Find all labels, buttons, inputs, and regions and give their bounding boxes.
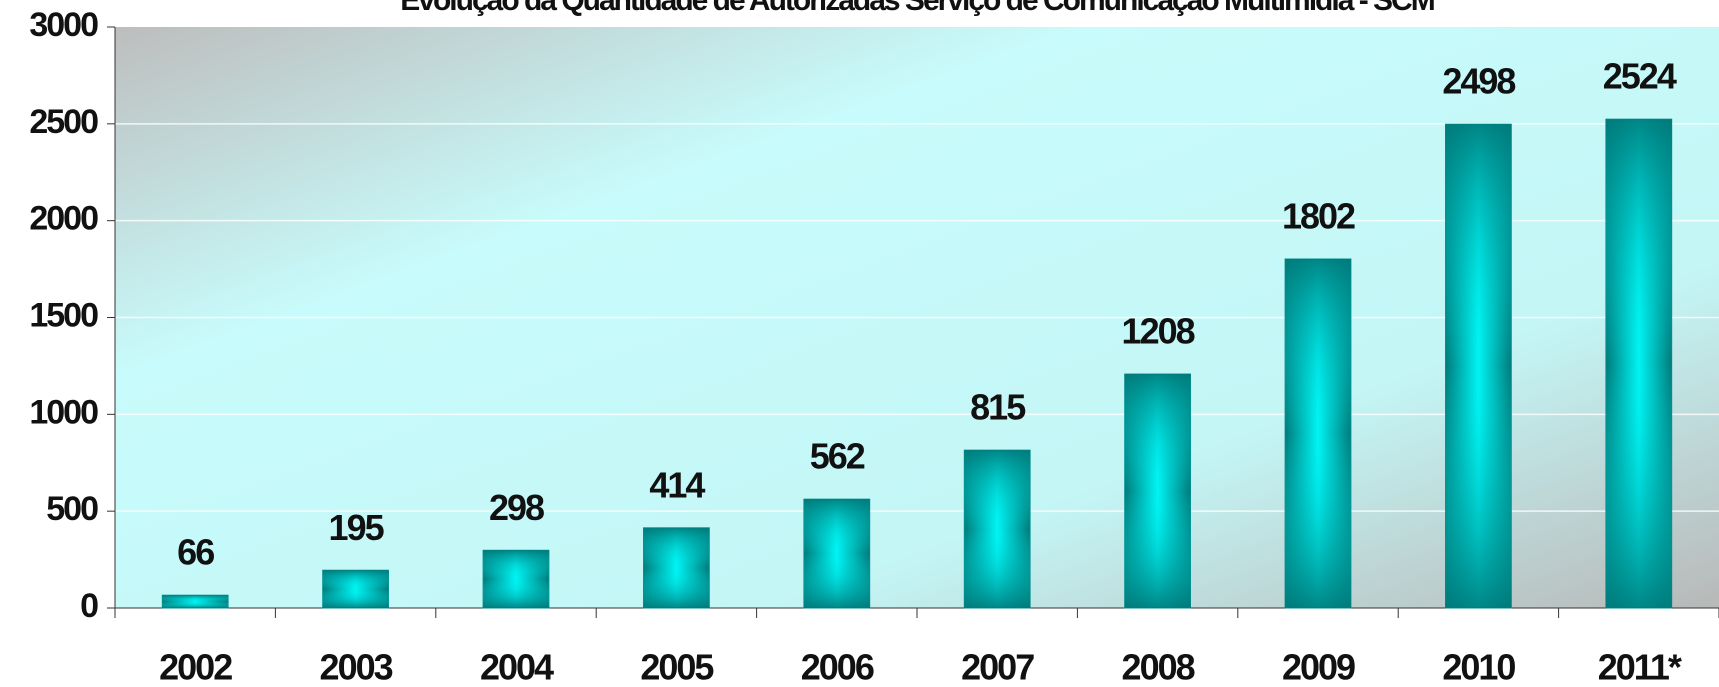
data-label: 1802 — [1282, 196, 1355, 237]
y-tick-label: 500 — [46, 490, 98, 528]
x-tick-label: 2010 — [1442, 647, 1515, 687]
y-tick-label: 2000 — [29, 200, 98, 238]
data-label: 1208 — [1122, 311, 1195, 352]
bar-shade — [1124, 374, 1191, 608]
x-tick-label: 2007 — [961, 647, 1034, 687]
bar-shade — [1605, 119, 1672, 608]
data-label: 195 — [329, 507, 385, 548]
bar-shade — [1445, 124, 1512, 608]
x-tick-label: 2006 — [801, 647, 874, 687]
x-tick-label: 2002 — [159, 647, 232, 687]
bar-shade — [162, 595, 229, 608]
data-label: 298 — [489, 487, 544, 528]
data-label: 66 — [177, 532, 214, 573]
x-tick-label: 2011* — [1598, 647, 1682, 687]
data-label: 414 — [649, 464, 705, 505]
y-tick-label: 3000 — [29, 6, 98, 44]
y-tick-label: 2500 — [29, 103, 98, 141]
data-label: 2498 — [1442, 61, 1515, 102]
bar-shade — [803, 499, 870, 608]
bar-shade — [1285, 259, 1351, 608]
chart-title: Evolução da Quantidade de Autorizadas Se… — [400, 0, 1433, 17]
x-tick-label: 2003 — [320, 647, 393, 687]
bar-shade — [483, 550, 549, 608]
bar-shade — [643, 527, 710, 608]
data-label: 2524 — [1603, 56, 1677, 97]
data-label: 562 — [810, 436, 865, 477]
y-tick-label: 0 — [80, 587, 98, 625]
x-tick-label: 2008 — [1122, 647, 1195, 687]
bar-shade — [964, 450, 1031, 608]
data-label: 815 — [970, 387, 1026, 428]
bar-shade — [322, 570, 389, 608]
y-tick-label: 1000 — [29, 393, 98, 431]
x-tick-label: 2005 — [640, 647, 714, 687]
x-tick-label: 2009 — [1282, 647, 1355, 687]
x-tick-label: 2004 — [480, 647, 554, 687]
y-tick-label: 1500 — [29, 296, 98, 334]
